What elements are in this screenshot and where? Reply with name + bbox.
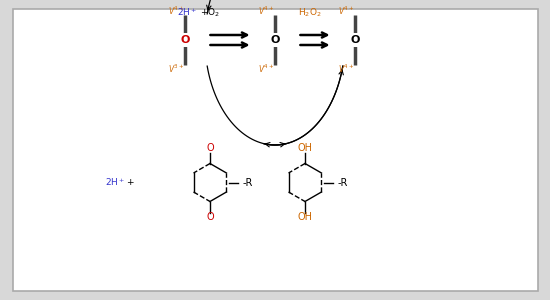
Text: $V^{3+}$: $V^{3+}$ (168, 63, 184, 75)
Text: $\mathregular{2H^+}$: $\mathregular{2H^+}$ (104, 177, 125, 188)
Text: -R: -R (243, 178, 254, 188)
Text: -R: -R (338, 178, 348, 188)
Text: $\mathregular{+ O_2}$: $\mathregular{+ O_2}$ (200, 6, 220, 19)
Text: O: O (350, 35, 360, 45)
Text: O: O (206, 212, 214, 222)
Text: $V^{4+}$: $V^{4+}$ (258, 63, 274, 75)
FancyBboxPatch shape (13, 9, 537, 291)
Text: +: + (126, 178, 134, 187)
Text: $V^{4+}$: $V^{4+}$ (258, 5, 274, 17)
Text: OH: OH (298, 212, 312, 222)
Text: $\mathregular{H_2O_2}$: $\mathregular{H_2O_2}$ (298, 6, 322, 19)
Text: $\mathregular{2H^+}$: $\mathregular{2H^+}$ (177, 7, 197, 18)
Text: O: O (180, 35, 190, 45)
Text: $V^{4+}$: $V^{4+}$ (338, 63, 354, 75)
Text: O: O (206, 143, 214, 153)
Text: $V^{4+}$: $V^{4+}$ (338, 5, 354, 17)
Text: OH: OH (298, 143, 312, 153)
Text: $V^{4+}$: $V^{4+}$ (168, 5, 184, 17)
Text: O: O (270, 35, 280, 45)
